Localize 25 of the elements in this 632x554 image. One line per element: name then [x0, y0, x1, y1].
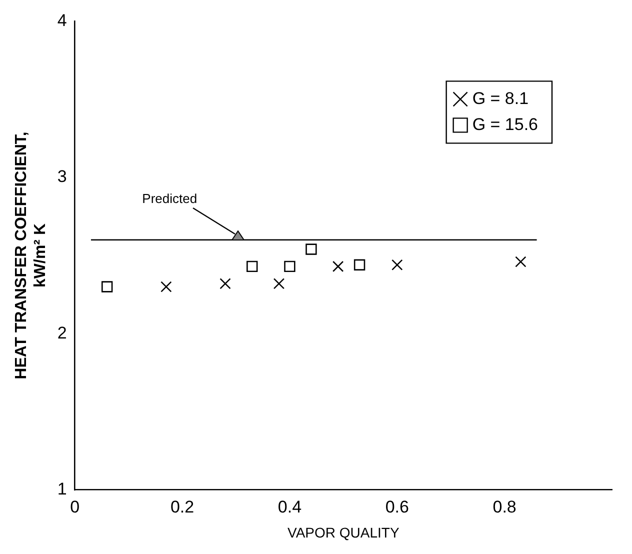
- point: [515, 256, 526, 268]
- x-tick-label: 0: [70, 498, 80, 517]
- y-tick-label: 4: [57, 10, 67, 30]
- x-tick-label: 0.6: [385, 498, 409, 517]
- point: [246, 260, 258, 272]
- x-tick-label: 0.2: [170, 498, 194, 517]
- x-axis-title: VAPOR QUALITY: [288, 524, 400, 540]
- text: Predicted: [142, 190, 198, 206]
- y-tick-label: 1: [57, 479, 67, 498]
- x-tick-label: 0.8: [492, 498, 516, 517]
- y-tick-label: 3: [57, 167, 67, 186]
- point: [220, 278, 231, 290]
- y-tick-label: 2: [57, 323, 67, 342]
- point: [160, 281, 172, 292]
- point: [306, 244, 317, 255]
- point: [332, 260, 344, 272]
- point: [101, 281, 113, 292]
- legend-label: G = 8.1: [472, 88, 529, 108]
- x-tick-label: 0.4: [278, 498, 302, 517]
- legend-label: G = 15.6: [472, 114, 538, 134]
- point: [354, 259, 366, 270]
- y-axis-title: HEAT TRANSFER COEFFICIENT, kW/m² K: [13, 132, 50, 380]
- point: [284, 260, 296, 272]
- point: [273, 278, 285, 290]
- point: [392, 259, 403, 270]
